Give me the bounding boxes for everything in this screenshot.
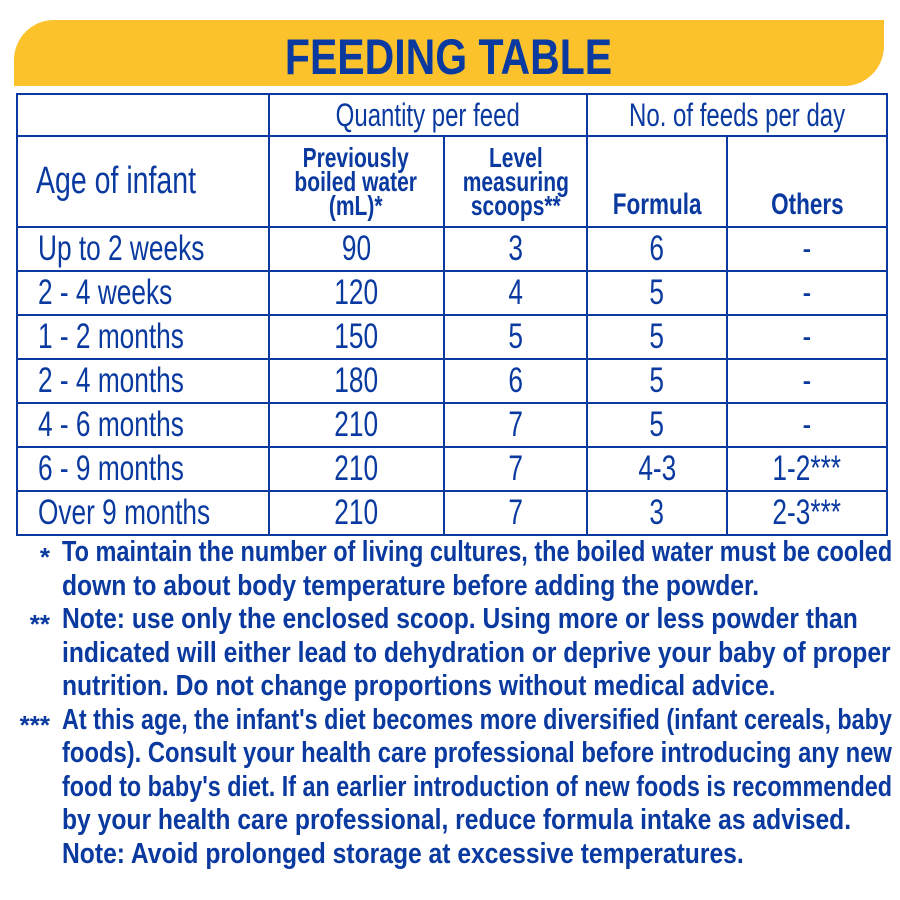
scoops-cell: 5 <box>442 314 589 360</box>
footnote-line: nutrition. Do not change proportions wit… <box>62 670 776 702</box>
title-banner: FEEDING TABLE <box>14 20 884 86</box>
others-cell: - <box>726 226 889 272</box>
age-cell: Over 9 months <box>16 490 270 536</box>
scoops-cell: 3 <box>442 226 589 272</box>
age-header: Age of infant <box>16 135 270 228</box>
footnote-line: foods). Consult your health care profess… <box>62 737 892 769</box>
scoops-cell: 6 <box>442 358 589 404</box>
footnote-line: by your health care professional, reduce… <box>62 804 852 836</box>
table-row: 1 - 2 months 150 5 5- <box>16 314 889 360</box>
column-header-row: Age of infant Previously boiled water (mL)… <box>16 135 889 228</box>
formula-cell: 3 <box>586 490 729 536</box>
water-cell: 210 <box>267 402 445 448</box>
empty-header-cell <box>16 93 270 137</box>
formula-cell: 6 <box>586 226 729 272</box>
age-cell: 2 - 4 months <box>16 358 270 404</box>
others-cell: - <box>726 270 889 316</box>
water-cell: 150 <box>267 314 445 360</box>
formula-cell: 5 <box>586 358 729 404</box>
water-cell: 180 <box>267 358 445 404</box>
footnote-line: To maintain the number of living culture… <box>62 536 893 568</box>
water-cell: 90 <box>267 226 445 272</box>
table-row: Over 9 months 210 7 3 2-3*** <box>16 490 889 536</box>
footnote-line: Note: use only the enclosed scoop. Using… <box>62 603 858 635</box>
formula-header: Formula <box>586 135 729 228</box>
others-cell: - <box>726 358 889 404</box>
table-row: 2 - 4 months 180 6 5- <box>16 358 889 404</box>
scoops-cell: 7 <box>442 490 589 536</box>
page-title: FEEDING TABLE <box>285 29 613 85</box>
feeds-header: No. of feeds per day <box>586 93 889 137</box>
age-cell: 4 - 6 months <box>16 402 270 448</box>
water-header: Previously boiled water (mL)* <box>267 135 445 228</box>
table-row: 4 - 6 months 210 7 5- <box>16 402 889 448</box>
quantity-header: Quantity per feed <box>267 93 589 137</box>
footnote-mark: ** <box>29 609 50 639</box>
others-cell: - <box>726 402 889 448</box>
table-row: 6 - 9 months 210 7 4-3 1-2*** <box>16 446 889 492</box>
footnote-mark: * <box>39 542 50 572</box>
water-cell: 210 <box>267 446 445 492</box>
formula-cell: 5 <box>586 270 729 316</box>
age-cell: 1 - 2 months <box>16 314 270 360</box>
water-cell: 210 <box>267 490 445 536</box>
group-header-row: Quantity per feed No. of feeds per day <box>16 93 889 137</box>
formula-cell: 5 <box>586 402 729 448</box>
formula-cell: 5 <box>586 314 729 360</box>
footnote-line: indicated will either lead to dehydratio… <box>62 636 891 669</box>
footnote-mark: *** <box>19 709 50 740</box>
age-cell: 2 - 4 weeks <box>16 270 270 316</box>
others-cell: - <box>726 314 889 360</box>
others-cell: 1-2*** <box>726 446 889 492</box>
scoops-cell: 7 <box>442 446 589 492</box>
footnote-line: down to about body temperature before ad… <box>62 569 760 602</box>
formula-cell: 4-3 <box>586 446 729 492</box>
scoops-cell: 7 <box>442 402 589 448</box>
feeding-table: Quantity per feed No. of feeds per day A… <box>16 93 889 536</box>
scoops-cell: 4 <box>442 270 589 316</box>
footnote-line: food to baby's diet. If an earlier intro… <box>62 770 893 803</box>
water-cell: 120 <box>267 270 445 316</box>
others-header: Others <box>726 135 889 228</box>
scoops-header: Level measuring scoops** <box>442 135 589 228</box>
table-row: Up to 2 weeks 90 3 6- <box>16 226 889 272</box>
age-cell: 6 - 9 months <box>16 446 270 492</box>
others-cell: 2-3*** <box>726 490 889 536</box>
footnote-line: At this age, the infant's diet becomes m… <box>62 703 892 736</box>
table-row: 2 - 4 weeks 120 4 5- <box>16 270 889 316</box>
age-cell: Up to 2 weeks <box>16 226 270 272</box>
footnote-line: Note: Avoid prolonged storage at excessi… <box>62 837 744 870</box>
